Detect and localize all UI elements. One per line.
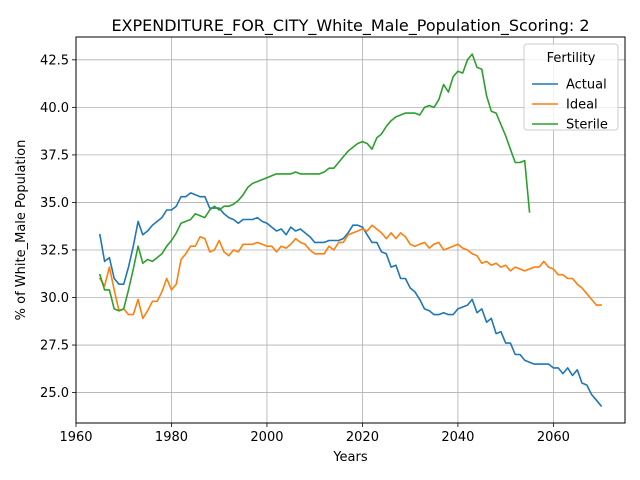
ticks: 1960 1980 2000 2020 2040 2060 25.0 27.5 30.0 32.5… xyxy=(40,53,570,445)
grid xyxy=(75,37,625,423)
legend-entries: Actual Ideal Sterile xyxy=(532,78,608,133)
x-axis-title: Years xyxy=(332,450,368,465)
y-tick-label: 27.5 xyxy=(40,339,69,354)
x-tick-label: 2060 xyxy=(537,430,570,445)
y-tick-label: 32.5 xyxy=(40,243,69,258)
legend-label-sterile: Sterile xyxy=(566,118,608,133)
series-line-sterile xyxy=(98,53,531,312)
x-tick-label: 1980 xyxy=(155,430,188,445)
legend-label-ideal: Ideal xyxy=(566,98,598,113)
legend-title: Fertility xyxy=(547,51,596,66)
series-line-actual xyxy=(98,192,603,408)
y-tick-label: 42.5 xyxy=(40,53,69,68)
legend: Fertility Actual Ideal Sterile xyxy=(523,43,619,133)
y-tick-label: 37.5 xyxy=(40,148,69,163)
y-tick-label: 40.0 xyxy=(40,101,69,116)
y-tick-label: 35.0 xyxy=(40,196,69,211)
x-tick-label: 2040 xyxy=(441,430,474,445)
y-tick-label: 25.0 xyxy=(40,386,69,401)
series-line-ideal xyxy=(98,224,602,320)
x-tick-label: 2020 xyxy=(346,430,379,445)
chart-title: EXPENDITURE_FOR_CITY_White_Male_Populati… xyxy=(111,16,589,36)
x-tick-label: 2000 xyxy=(250,430,283,445)
legend-label-actual: Actual xyxy=(566,78,607,93)
series-lines xyxy=(98,53,603,408)
y-tick-label: 30.0 xyxy=(40,291,69,306)
legend-box xyxy=(523,43,619,131)
y-axis-title: % of White_Male Population xyxy=(14,140,29,321)
axes-frame xyxy=(75,36,626,424)
x-tick-label: 1960 xyxy=(59,430,92,445)
